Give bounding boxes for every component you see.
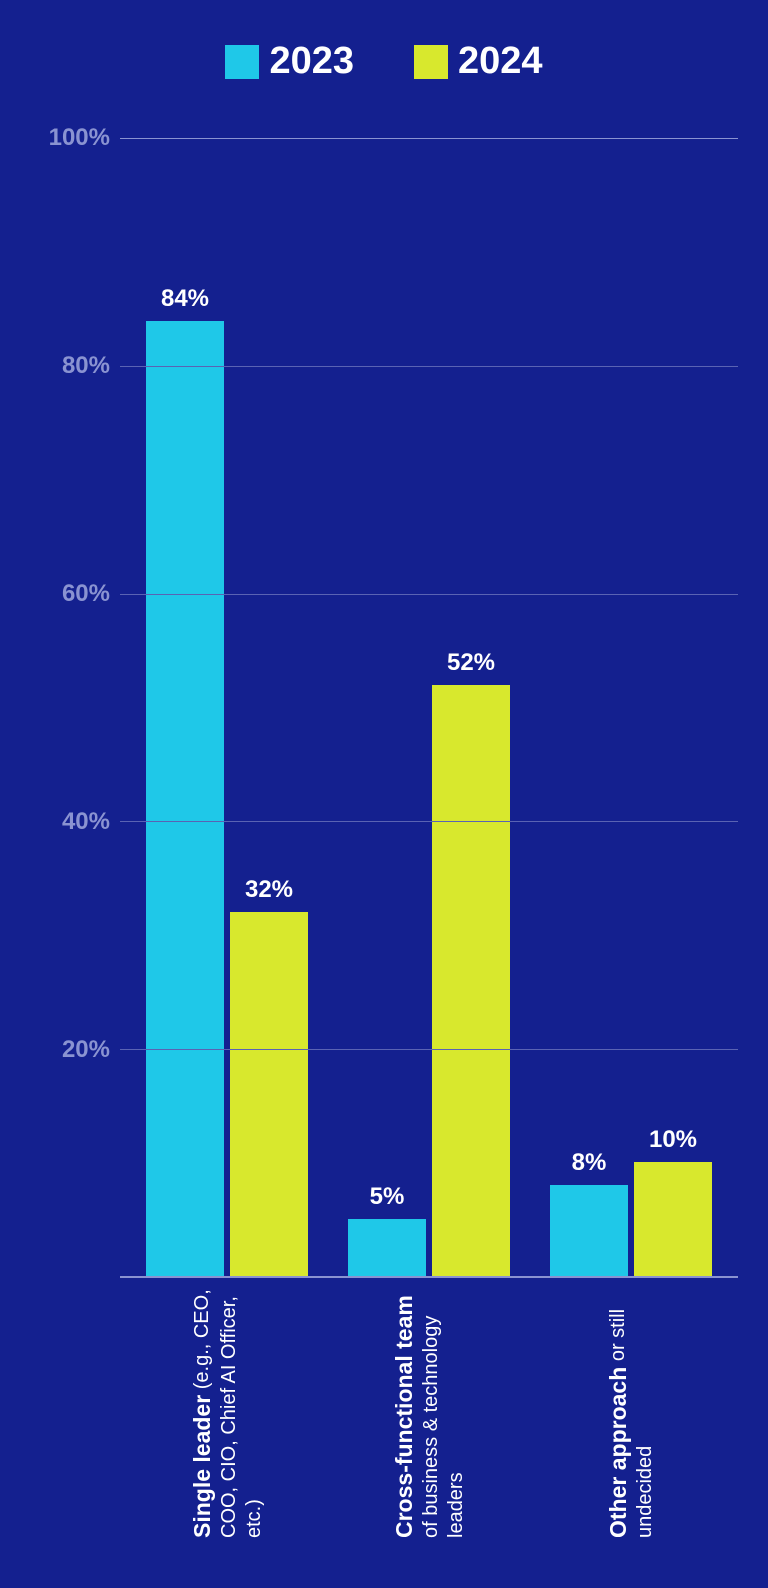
bar-group: 84%32%: [126, 139, 328, 1276]
chart-bars-container: 84%32%5%52%8%10%: [120, 139, 738, 1276]
legend-item-2024: 2024: [414, 40, 543, 83]
gridline: [120, 821, 738, 822]
yaxis-tick: 40%: [62, 808, 110, 836]
bar-value-label: 8%: [572, 1149, 607, 1177]
chart-yaxis: 20%40%60%80%100%: [30, 138, 120, 1278]
yaxis-tick: 100%: [49, 124, 110, 152]
legend-label-2024: 2024: [458, 40, 543, 83]
chart-xaxis: Single leader (e.g., CEO, COO, CIO, Chie…: [120, 1278, 738, 1558]
bar: 32%: [230, 912, 308, 1276]
chart-plot: 20%40%60%80%100% 84%32%5%52%8%10%: [30, 138, 738, 1278]
legend-label-2023: 2023: [269, 40, 354, 83]
bar: 10%: [634, 1162, 712, 1276]
bar-value-label: 52%: [447, 649, 495, 677]
bar-group: 8%10%: [530, 139, 732, 1276]
xaxis-label: Other approach or still undecided: [530, 1278, 732, 1558]
gridline: [120, 594, 738, 595]
bar-group: 5%52%: [328, 139, 530, 1276]
bar: 8%: [550, 1185, 628, 1276]
xaxis-label-bold: Single leader: [189, 1395, 215, 1538]
chart-plot-area: 84%32%5%52%8%10%: [120, 138, 738, 1278]
bar-value-label: 32%: [245, 876, 293, 904]
legend-swatch-2024: [414, 45, 448, 79]
yaxis-tick: 20%: [62, 1036, 110, 1064]
bar: 52%: [432, 685, 510, 1276]
xaxis-label-bold: Cross-functional team: [391, 1295, 417, 1538]
xaxis-label-bold: Other approach: [605, 1367, 631, 1538]
bar-value-label: 84%: [161, 285, 209, 313]
gridline: [120, 1049, 738, 1050]
bar: 84%: [146, 321, 224, 1276]
xaxis-label: Cross-functional team of business & tech…: [328, 1278, 530, 1558]
xaxis-label: Single leader (e.g., CEO, COO, CIO, Chie…: [126, 1278, 328, 1558]
legend-item-2023: 2023: [225, 40, 354, 83]
xaxis-label-sub: of business & technology leaders: [419, 1316, 466, 1538]
yaxis-tick: 60%: [62, 580, 110, 608]
chart-legend: 2023 2024: [30, 40, 738, 83]
yaxis-tick: 80%: [62, 352, 110, 380]
legend-swatch-2023: [225, 45, 259, 79]
bar: 5%: [348, 1219, 426, 1276]
bar-value-label: 10%: [649, 1126, 697, 1154]
gridline: [120, 366, 738, 367]
bar-value-label: 5%: [370, 1183, 405, 1211]
